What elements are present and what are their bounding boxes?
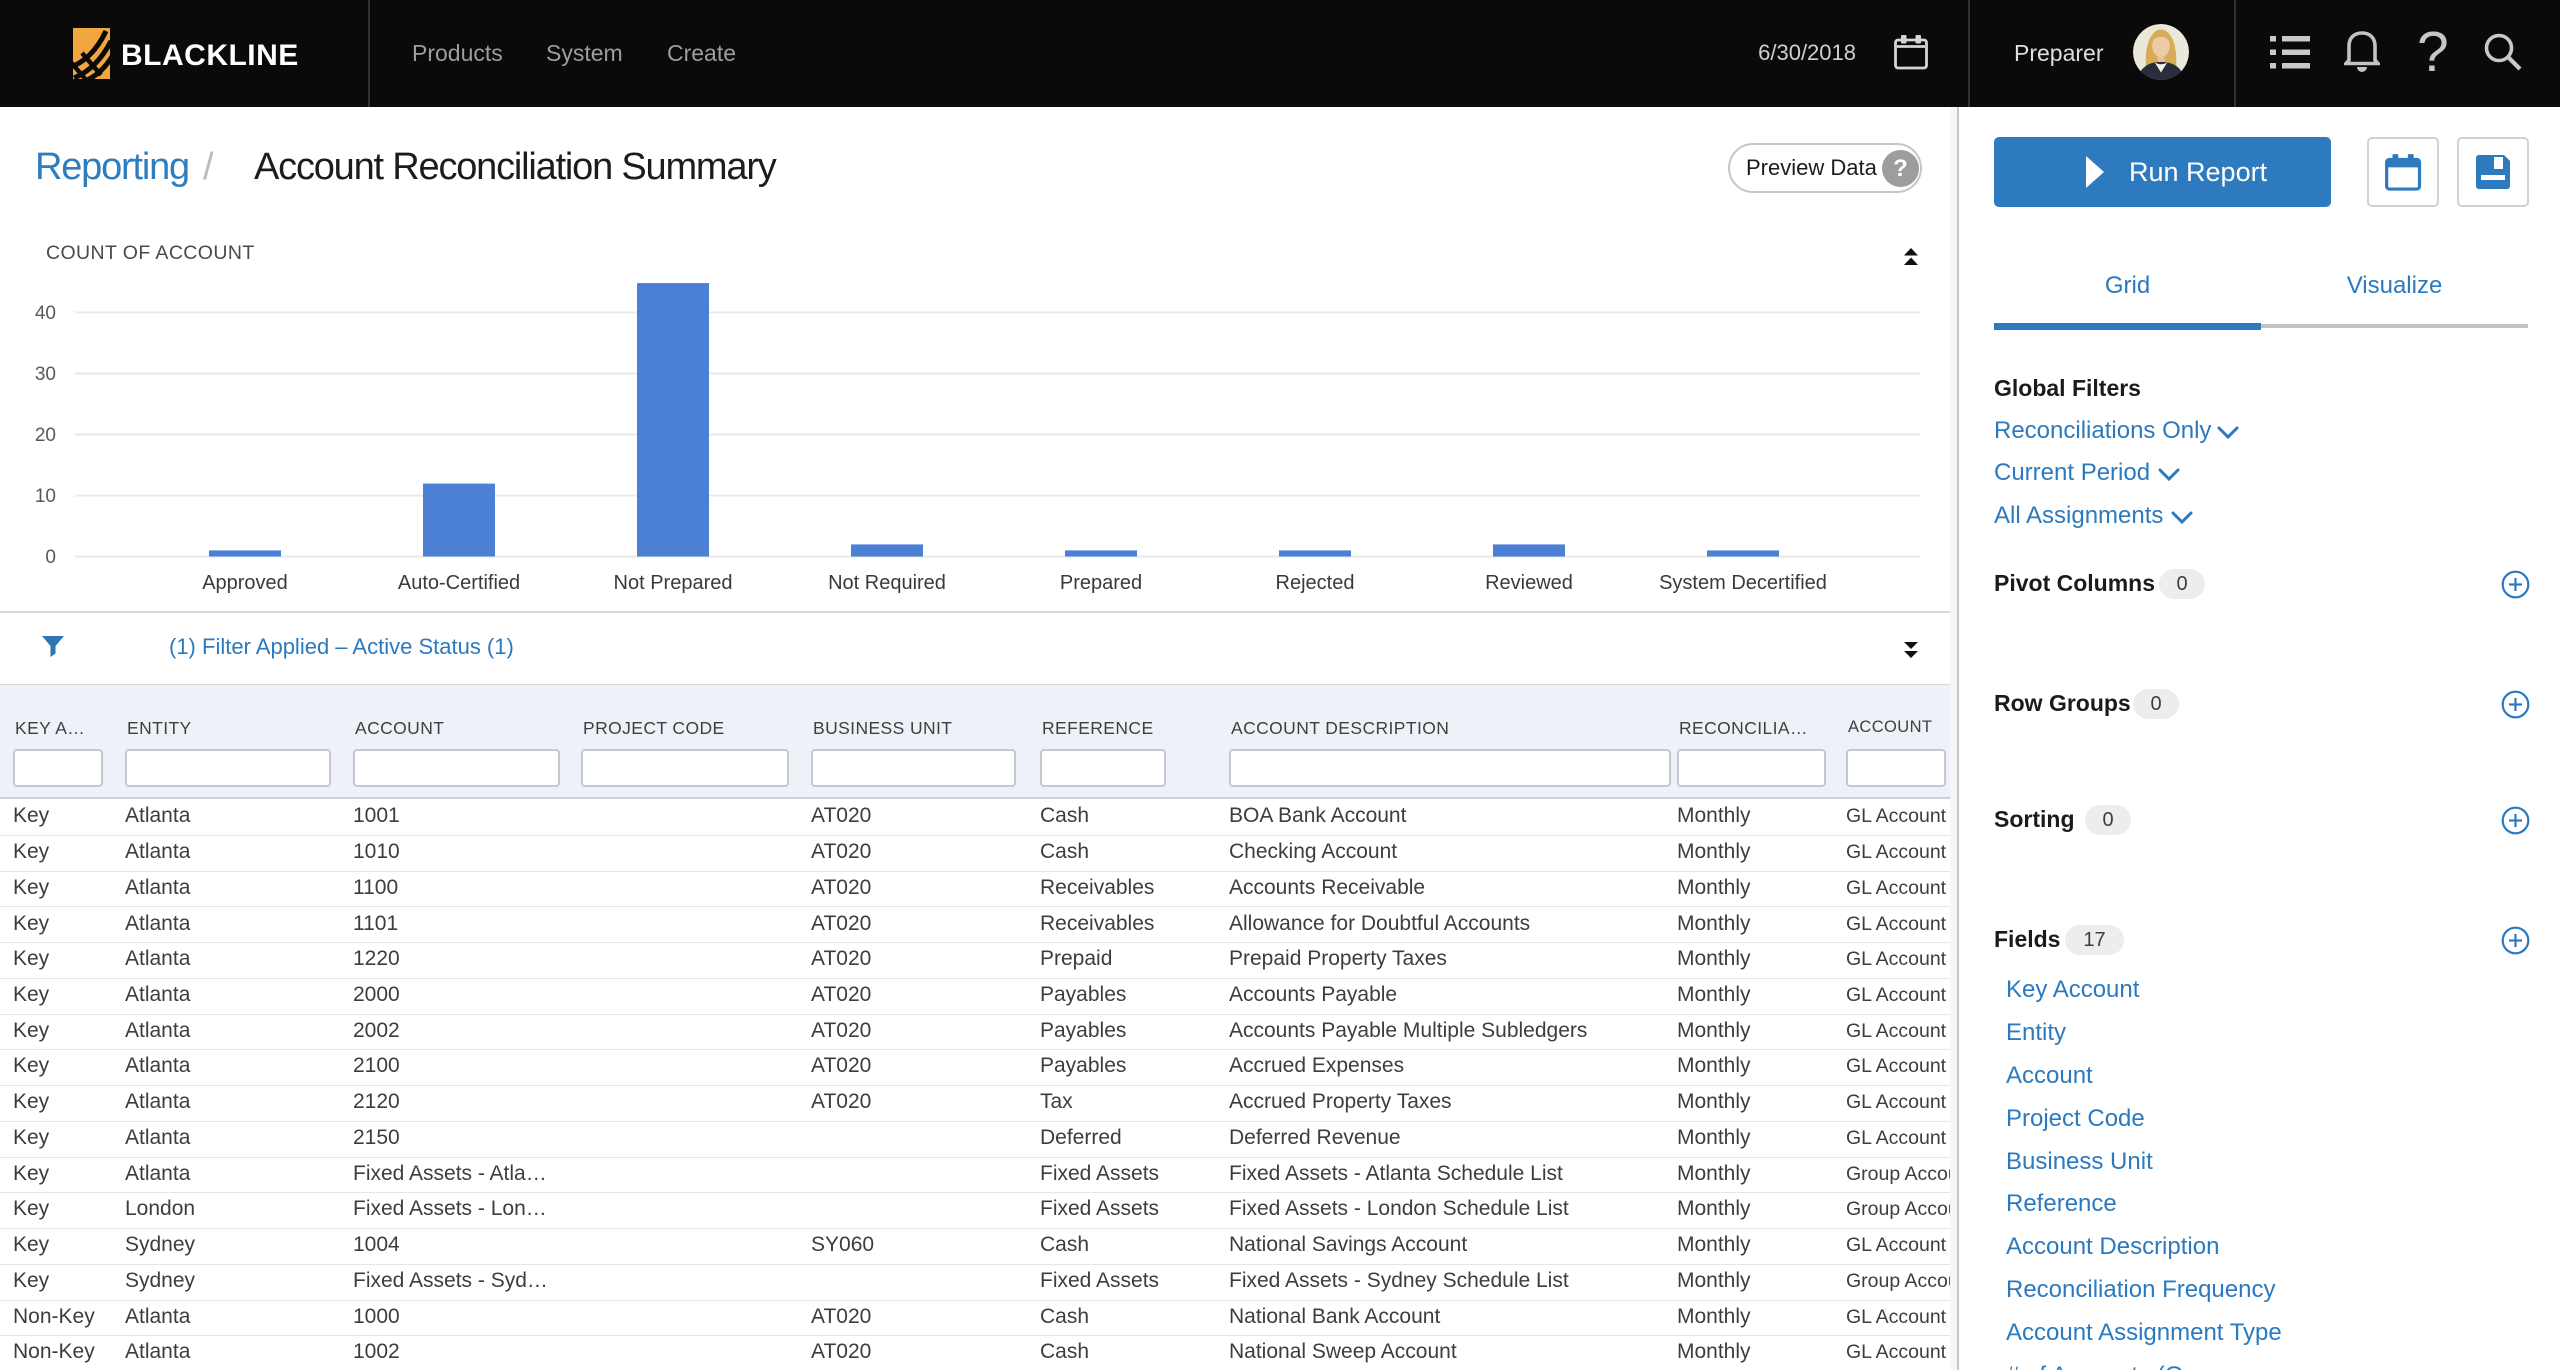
svg-text:System Decertified: System Decertified — [1659, 572, 1827, 594]
svg-text:Not Prepared: Not Prepared — [614, 572, 733, 594]
svg-text:30: 30 — [35, 364, 56, 385]
svg-text:Prepared: Prepared — [1060, 572, 1142, 594]
svg-text:Not Required: Not Required — [828, 572, 946, 594]
svg-text:Reviewed: Reviewed — [1485, 572, 1573, 594]
svg-text:0: 0 — [45, 547, 56, 568]
svg-text:20: 20 — [35, 425, 56, 446]
svg-text:Approved: Approved — [202, 572, 288, 594]
svg-text:40: 40 — [35, 303, 56, 324]
svg-text:Auto-Certified: Auto-Certified — [398, 572, 520, 594]
svg-text:Rejected: Rejected — [1276, 572, 1355, 594]
svg-text:10: 10 — [35, 486, 56, 507]
